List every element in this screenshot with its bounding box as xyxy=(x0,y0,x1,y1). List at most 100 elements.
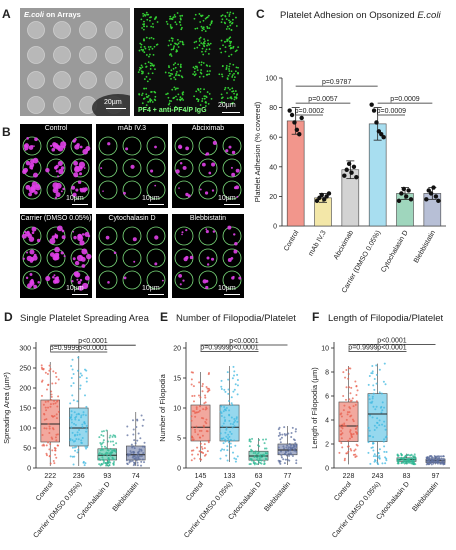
data-point xyxy=(258,438,261,441)
green-speck xyxy=(141,27,143,29)
data-point xyxy=(73,411,76,414)
data-point xyxy=(383,450,386,453)
category-label: Abciximab xyxy=(333,229,355,261)
data-point xyxy=(109,434,112,437)
data-point xyxy=(112,458,115,461)
data-point xyxy=(384,462,387,465)
tile-label: Cytochalasin D xyxy=(108,215,156,222)
green-speck xyxy=(208,73,211,76)
data-point xyxy=(377,456,380,459)
data-point xyxy=(367,383,370,386)
data-point xyxy=(236,455,239,458)
data-point xyxy=(372,455,375,458)
platelet-signal xyxy=(211,162,216,167)
platelet-signal xyxy=(51,235,56,240)
platelet-signal xyxy=(154,145,157,149)
ecoli-array-micrograph: E.coli on Arrays 20µm xyxy=(20,8,130,116)
well-ring xyxy=(174,180,194,200)
green-speck xyxy=(144,62,147,65)
green-speck xyxy=(203,38,206,41)
green-speck xyxy=(193,70,196,73)
panel-e-title: Number of Filopodia/Platelet xyxy=(176,313,296,324)
scale-bar-label: 10µm xyxy=(218,195,236,202)
data-point xyxy=(408,454,411,457)
data-point xyxy=(101,448,104,451)
green-speck xyxy=(220,101,223,103)
data-point xyxy=(71,439,74,442)
tile-label: Carrier (DMSO 0.05%) xyxy=(20,215,92,222)
data-point xyxy=(97,453,100,456)
data-point xyxy=(51,449,54,452)
data-point xyxy=(367,441,370,444)
data-point xyxy=(45,452,48,455)
data-point xyxy=(202,408,205,411)
data-point xyxy=(408,197,414,202)
green-speck xyxy=(229,42,232,44)
well-ring xyxy=(146,158,166,178)
p-value-label: p<0.0001 xyxy=(78,345,107,352)
platelet-micrograph-tile: Cytochalasin D 10µm xyxy=(96,214,168,298)
data-point xyxy=(136,455,139,458)
p-value-label: p<0.0001 xyxy=(78,338,107,345)
data-point xyxy=(435,455,438,458)
y-tick-label: 200 xyxy=(19,386,31,393)
data-point xyxy=(102,439,105,442)
platelet-signal xyxy=(150,169,154,173)
data-point xyxy=(233,388,236,391)
category-label: Blebbistatin xyxy=(263,481,292,513)
data-point xyxy=(440,457,443,460)
platelet-signal xyxy=(205,285,209,290)
well-ring xyxy=(46,158,66,178)
data-point xyxy=(109,447,112,450)
data-point xyxy=(295,444,298,447)
data-point xyxy=(377,463,380,466)
data-point xyxy=(279,460,282,463)
y-tick-label: 20 xyxy=(269,194,277,201)
green-speck xyxy=(199,87,202,90)
data-point xyxy=(343,459,346,462)
data-point xyxy=(255,453,258,456)
data-point xyxy=(102,453,105,456)
green-speck xyxy=(206,16,209,19)
data-point xyxy=(372,436,375,439)
data-point xyxy=(56,405,59,408)
green-speck xyxy=(232,63,235,66)
data-point xyxy=(71,431,74,434)
data-point xyxy=(279,438,282,441)
data-point xyxy=(233,439,236,442)
data-point xyxy=(44,400,47,403)
platelet-signal xyxy=(54,144,58,148)
panel-letter-e: E xyxy=(160,310,169,324)
green-speck xyxy=(202,75,205,78)
data-point xyxy=(235,458,238,461)
green-speck xyxy=(180,98,183,101)
data-point xyxy=(53,462,56,465)
green-speck xyxy=(202,19,205,22)
data-point xyxy=(84,445,87,448)
green-speck xyxy=(229,47,232,50)
green-speck xyxy=(145,75,148,78)
data-point xyxy=(286,458,289,461)
data-point xyxy=(263,454,266,457)
platelet-micrograph-tile: Blebbistatin 10µm xyxy=(172,214,244,298)
category-label: Control xyxy=(35,480,55,502)
green-speck xyxy=(140,64,143,67)
green-speck xyxy=(147,13,150,16)
platelet-signal xyxy=(79,145,83,149)
green-speck xyxy=(228,27,231,30)
data-point xyxy=(81,436,84,439)
y-axis-label: Length of Filopodia (µm) xyxy=(310,367,319,449)
data-point xyxy=(85,424,88,427)
green-speck xyxy=(143,78,146,80)
green-speck xyxy=(172,67,175,70)
green-speck xyxy=(210,97,213,100)
data-point xyxy=(49,455,52,458)
data-point xyxy=(281,433,284,436)
green-speck xyxy=(174,62,177,65)
data-point xyxy=(52,370,55,373)
green-speck xyxy=(180,28,183,31)
data-point xyxy=(83,422,86,425)
data-point xyxy=(434,460,437,463)
data-point xyxy=(49,405,52,408)
well-ring xyxy=(98,270,118,290)
